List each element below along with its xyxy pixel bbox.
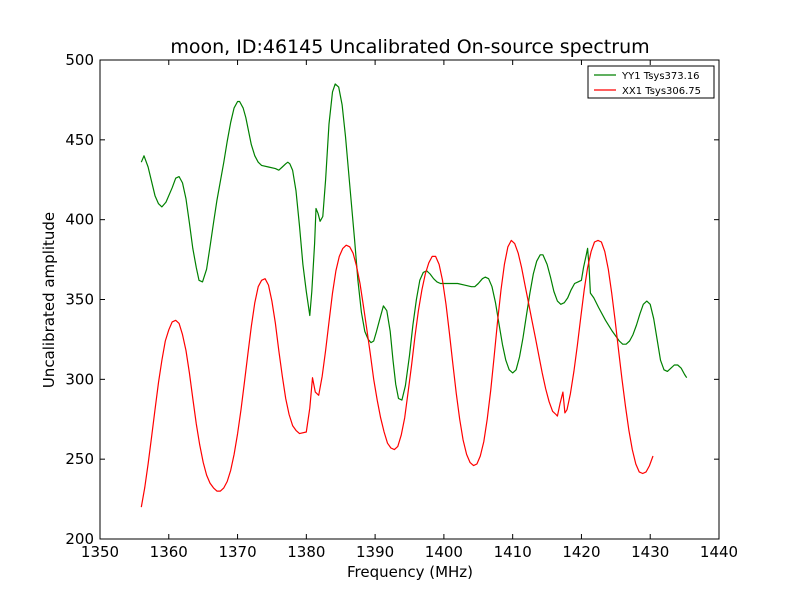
plot-area — [100, 60, 719, 539]
y-tick-label: 450 — [65, 131, 94, 149]
legend: YY1 Tsys373.16 XX1 Tsys306.75 — [587, 65, 715, 99]
x-tick-label: 1420 — [562, 543, 600, 561]
chart-title: moon, ID:46145 Uncalibrated On-source sp… — [170, 36, 649, 58]
y-tick-label: 350 — [65, 291, 94, 309]
series-line-1 — [140, 83, 688, 401]
x-tick-label: 1430 — [631, 543, 669, 561]
legend-label-2: XX1 Tsys306.75 — [622, 86, 701, 97]
series-line-2 — [140, 239, 654, 508]
x-tick-label: 1410 — [494, 543, 532, 561]
x-tick-label: 1400 — [425, 543, 463, 561]
y-tick-label: 500 — [65, 51, 94, 69]
x-tick-label: 1350 — [81, 543, 119, 561]
x-tick-label: 1390 — [356, 543, 394, 561]
y-tick-label: 400 — [65, 211, 94, 229]
y-axis-label: Uncalibrated amplitude — [40, 212, 58, 388]
legend-box — [587, 65, 715, 99]
x-tick-label: 1360 — [150, 543, 188, 561]
x-tick-label: 1370 — [218, 543, 256, 561]
y-tick-label: 300 — [65, 370, 94, 388]
legend-label-1: YY1 Tsys373.16 — [621, 71, 700, 82]
x-tick-label: 1380 — [287, 543, 325, 561]
y-tick-label: 250 — [65, 450, 94, 468]
x-tick-label: 1440 — [700, 543, 738, 561]
x-axis-label: Frequency (MHz) — [347, 563, 473, 581]
y-tick-label: 200 — [65, 530, 94, 548]
axes-layer: 1350 1360 1370 1380 1390 1400 1410 1420 1430 1440… — [65, 51, 738, 561]
plot-background — [100, 60, 719, 539]
